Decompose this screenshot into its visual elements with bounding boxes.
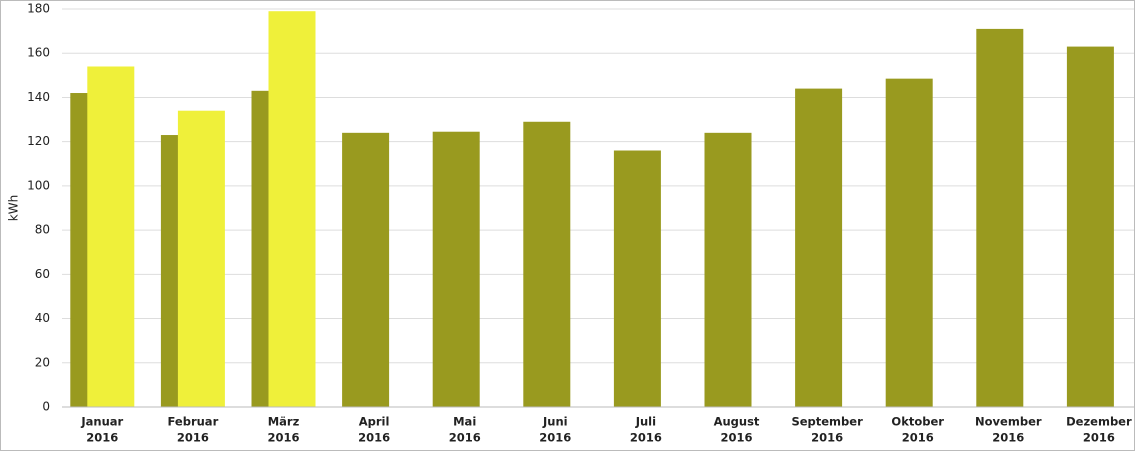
- y-tick-label: 120: [27, 134, 50, 148]
- bar: [976, 28, 1024, 408]
- x-tick-label: Juni: [542, 415, 568, 429]
- x-tick-label: 2016: [811, 431, 843, 445]
- x-tick-label: November: [975, 415, 1042, 429]
- y-tick-label: 60: [35, 267, 50, 281]
- x-tick-label: Oktober: [891, 415, 944, 429]
- x-tick-label: Dezember: [1066, 415, 1132, 429]
- bar: [87, 66, 135, 407]
- y-tick-label: 140: [27, 90, 50, 104]
- x-tick-label: 2016: [720, 431, 752, 445]
- bar: [1066, 46, 1114, 407]
- y-tick-label: 100: [27, 178, 50, 192]
- x-tick-label: 2016: [1083, 431, 1115, 445]
- x-tick-label: September: [791, 415, 863, 429]
- x-tick-label: 2016: [539, 431, 571, 445]
- x-tick-label: 2016: [902, 431, 934, 445]
- x-tick-label: 2016: [267, 431, 299, 445]
- y-tick-label: 40: [35, 311, 50, 325]
- bar: [177, 110, 225, 407]
- bar: [613, 150, 661, 407]
- y-tick-label: 20: [35, 355, 50, 369]
- bar: [268, 11, 316, 407]
- x-tick-label: März: [268, 415, 300, 429]
- y-axis-label: kWh: [7, 195, 21, 221]
- x-tick-label: Juli: [635, 415, 656, 429]
- x-tick-label: 2016: [449, 431, 481, 445]
- y-tick-label: 0: [42, 400, 50, 414]
- x-tick-label: 2016: [358, 431, 390, 445]
- x-tick-label: April: [359, 415, 390, 429]
- x-tick-label: Mai: [453, 415, 476, 429]
- x-tick-label: Januar: [80, 415, 123, 429]
- bar: [704, 132, 752, 408]
- x-tick-label: Februar: [168, 415, 219, 429]
- bar: [885, 78, 933, 408]
- y-tick-label: 160: [27, 46, 50, 60]
- x-tick-label: 2016: [992, 431, 1024, 445]
- y-tick-label: 180: [27, 2, 50, 16]
- bar: [523, 121, 571, 408]
- x-tick-label: 2016: [177, 431, 209, 445]
- bar: [795, 88, 843, 407]
- bar: [342, 132, 390, 408]
- bar: [432, 131, 480, 407]
- y-tick-label: 80: [35, 223, 50, 237]
- x-tick-label: August: [714, 415, 760, 429]
- x-tick-label: 2016: [86, 431, 118, 445]
- x-tick-label: 2016: [630, 431, 662, 445]
